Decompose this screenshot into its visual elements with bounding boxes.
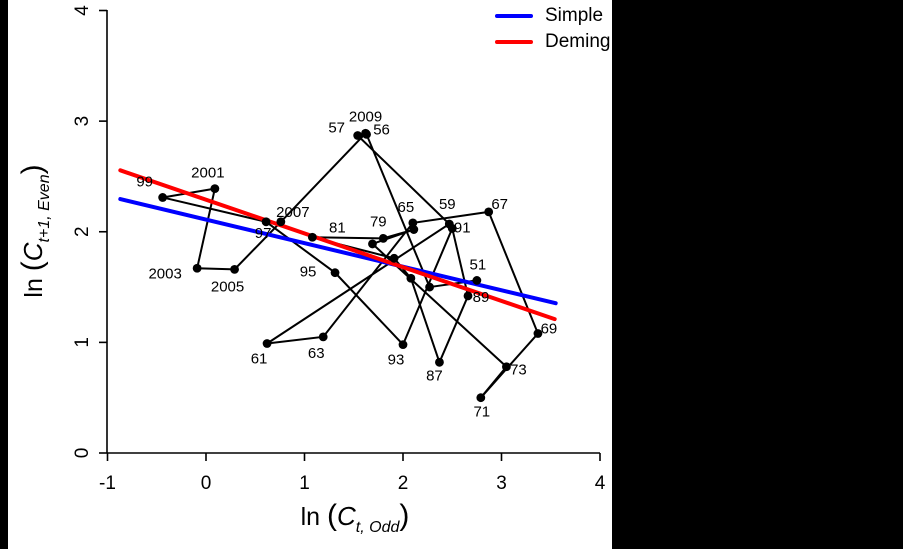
y-tick-label: 3 (72, 116, 93, 127)
data-point-1991 (447, 224, 457, 233)
point-label-1951: 51 (470, 256, 487, 273)
right-black-panel (612, 0, 903, 549)
y-tick-label: 0 (72, 448, 93, 459)
data-point-1983 (389, 253, 399, 263)
regression-line-deming (118, 168, 557, 322)
point-label-1999: 99 (136, 173, 153, 190)
data-point-1981 (307, 232, 317, 242)
year-path (162, 132, 540, 399)
x-tick-label: 2 (398, 473, 409, 494)
left-black-bar (0, 0, 8, 549)
point-label-1995: 95 (300, 264, 317, 281)
data-point-1997 (261, 217, 271, 227)
legend: Simple Deming (495, 3, 610, 55)
data-point-1985 (406, 273, 416, 283)
data-point-1999 (158, 193, 168, 202)
legend-line-deming-swatch (495, 40, 533, 44)
point-label-2003: 2003 (148, 265, 181, 282)
point-label-1963: 63 (308, 345, 325, 362)
legend-item-simple: Simple (495, 3, 610, 29)
y-tick-label: 2 (72, 226, 93, 237)
data-point-1995 (330, 268, 340, 278)
point-label-1981: 81 (329, 219, 346, 236)
y-axis-title: ln (Ct+1, Even) (16, 164, 53, 297)
data-point-1967 (484, 207, 494, 217)
point-label-1973: 73 (510, 362, 527, 379)
data-point-2003 (192, 263, 202, 273)
point-label-1991: 91 (454, 219, 471, 236)
point-label-1957: 57 (328, 120, 345, 137)
data-point-1989 (463, 291, 473, 301)
data-point-1973 (502, 362, 511, 372)
data-point-2009 (361, 128, 370, 138)
data-point-1951 (472, 276, 482, 285)
data-point-1971 (476, 393, 486, 403)
data-point-1979 (378, 233, 388, 243)
y-tick-label: 4 (72, 5, 93, 16)
legend-item-deming: Deming (495, 29, 610, 55)
point-label-1997: 97 (255, 225, 272, 242)
legend-label-simple: Simple (545, 5, 604, 26)
y-tick-label: 1 (72, 337, 93, 348)
x-axis-title: ln (Ct, Odd) (301, 499, 410, 536)
data-point-1993 (398, 340, 408, 349)
x-tick-label: 0 (201, 473, 212, 494)
x-tick-label: 1 (299, 473, 310, 494)
data-point-1953 (425, 282, 434, 292)
data-point-1987 (435, 357, 444, 367)
point-label-1961: 61 (251, 350, 268, 367)
legend-line-simple-swatch (495, 14, 533, 18)
data-point-1965 (408, 218, 418, 228)
point-label-2001: 2001 (191, 165, 224, 182)
point-label-1955: 56 (373, 121, 390, 138)
data-point-1975 (368, 239, 377, 249)
point-label-1993: 93 (388, 352, 405, 369)
data-point-1957 (353, 131, 363, 140)
regression-line-simple (118, 197, 558, 306)
point-label-1959: 59 (439, 196, 456, 213)
data-point-2007 (276, 217, 286, 227)
point-label-1967: 67 (491, 196, 508, 213)
point-label-2007: 2007 (276, 204, 309, 221)
point-label-1965: 65 (398, 199, 415, 216)
point-label-1979: 79 (370, 213, 387, 230)
point-label-1969: 69 (541, 321, 558, 338)
data-point-2001 (210, 184, 220, 194)
point-label-2005: 2005 (211, 278, 244, 295)
point-label-1971: 71 (473, 404, 490, 421)
x-tick-label: 4 (595, 473, 606, 494)
x-tick-label: -1 (99, 473, 116, 494)
data-point-1963 (318, 332, 328, 342)
data-point-1977 (409, 225, 419, 234)
data-point-1961 (262, 339, 272, 348)
legend-label-deming: Deming (545, 31, 611, 52)
point-label-1989: 89 (473, 289, 490, 306)
point-label-2009: 2009 (349, 108, 382, 125)
point-label-1987: 87 (426, 367, 443, 384)
data-point-1969 (533, 329, 543, 338)
data-point-2005 (230, 264, 239, 274)
x-tick-label: 3 (496, 473, 507, 494)
